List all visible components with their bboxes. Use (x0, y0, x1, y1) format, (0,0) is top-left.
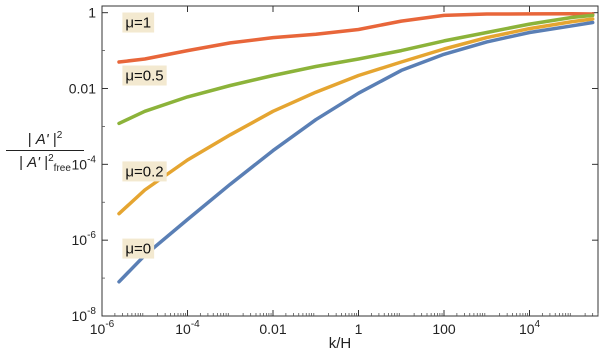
x-axis-label: k/H (329, 335, 352, 352)
series-label-box (122, 65, 167, 86)
y-axis-label-numerator: | A' |2 (6, 130, 84, 151)
y-axis-label-denominator: | A' |2free (19, 153, 71, 174)
y-tick-label: 10-8 (72, 306, 97, 324)
series-labels: μ=1 μ=0.5 μ=0.2 μ=0 (122, 12, 167, 259)
x-tick-label: 104 (519, 319, 541, 337)
y-tick-label: 0.01 (69, 81, 96, 97)
y-axis-label: | A' |2 | A' |2free (6, 130, 84, 174)
series-label: μ=0 (125, 241, 151, 258)
series-line--0 (117, 20, 595, 284)
y-tick-label: 1 (88, 5, 96, 21)
x-tick-label: 100 (432, 321, 456, 337)
plot-frame (101, 5, 599, 317)
series-line--1 (117, 11, 595, 64)
series-label-box (122, 161, 167, 182)
x-tick-label: 1 (355, 321, 363, 337)
series-label: μ=0.2 (125, 163, 163, 180)
series-layer (117, 11, 595, 284)
series-line--0-5 (117, 13, 595, 126)
series-label-box (122, 12, 155, 33)
series-line--0-2 (117, 17, 595, 216)
y-tick-label: 10-6 (72, 230, 97, 248)
series-label: μ=1 (125, 15, 151, 32)
series-label-box (122, 238, 155, 259)
x-tick-label: 10-6 (90, 319, 115, 337)
plot-border (101, 5, 599, 317)
x-tick-label: 10-4 (175, 319, 200, 337)
series-label: μ=0.5 (125, 68, 163, 85)
y-tick-label: 10-4 (72, 154, 97, 172)
x-tick-label: 0.01 (259, 321, 286, 337)
